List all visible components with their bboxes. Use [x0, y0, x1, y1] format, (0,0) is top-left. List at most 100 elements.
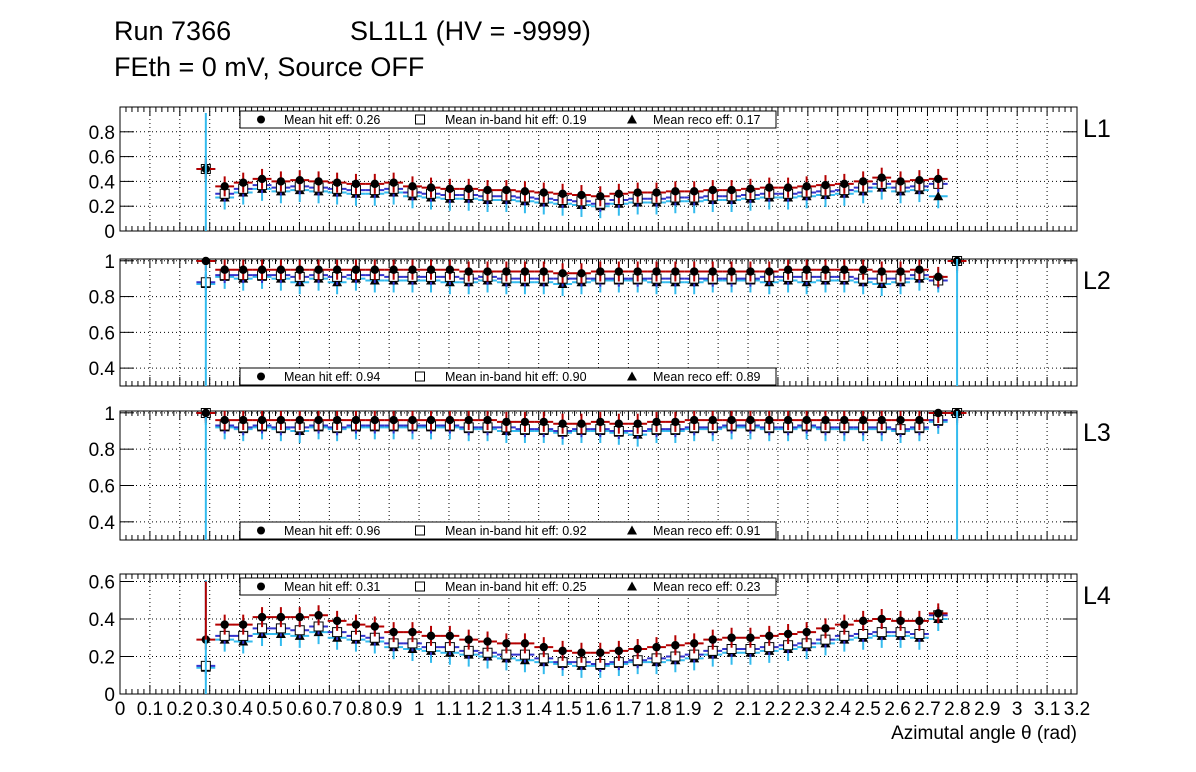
data-point-hit	[426, 631, 436, 641]
data-point-hit	[257, 174, 267, 184]
data-point-hit	[596, 648, 605, 657]
data-point-hit	[314, 177, 323, 186]
data-point-hit	[220, 265, 229, 274]
data-point-hit	[483, 415, 492, 425]
data-point-hit	[877, 267, 886, 276]
data-point-hit	[652, 642, 661, 652]
legend-entry: Mean hit eff: 0.26	[284, 113, 380, 127]
y-tick-label: 0.2	[89, 648, 115, 669]
series-hit	[196, 408, 967, 434]
data-point-hit	[896, 616, 905, 626]
data-point-hit	[257, 265, 267, 274]
data-point-hit	[220, 620, 229, 629]
y-tick-label: 0.6	[89, 323, 115, 344]
x-tick-label: 3.2	[1064, 699, 1090, 720]
data-point-hit	[332, 616, 342, 626]
data-point-hit	[765, 415, 774, 425]
x-axis-label: Azimutal angle θ (rad)	[891, 723, 1077, 744]
data-point-hit	[577, 269, 586, 278]
data-point-hit	[877, 614, 886, 624]
data-point-hit	[727, 185, 736, 195]
legend-entry: Mean reco eff: 0.91	[653, 524, 761, 538]
data-point-hit	[858, 616, 868, 626]
data-point-hit	[934, 272, 943, 282]
legend-entry: Mean hit eff: 0.94	[284, 370, 380, 384]
conditions-label: FEth = 0 mV, Source OFF	[114, 52, 425, 82]
data-point-hit	[332, 415, 342, 425]
data-point-hit	[464, 635, 473, 644]
data-point-hit	[370, 622, 380, 631]
x-tick-label: 0.7	[316, 699, 342, 720]
data-point-hit	[746, 633, 755, 642]
legend-entry: Mean reco eff: 0.17	[653, 113, 761, 127]
data-point-hit	[539, 642, 548, 652]
data-point-hit	[332, 265, 342, 274]
legend-box	[239, 110, 777, 129]
x-tick-label: 2.1	[735, 699, 761, 720]
data-point-hit	[746, 184, 755, 194]
y-tick-label: 1	[104, 404, 115, 425]
panel-label: L1	[1083, 115, 1111, 143]
x-tick-label: 1.8	[645, 699, 671, 720]
legend-entry: Mean in-band hit eff: 0.19	[445, 113, 587, 127]
data-point-hit	[765, 631, 774, 641]
data-point-hit	[934, 609, 943, 618]
series-hit	[196, 159, 948, 207]
data-point-hit	[896, 267, 905, 276]
data-point-hit	[314, 265, 323, 274]
data-point-hit	[351, 265, 361, 274]
data-point-hit	[708, 185, 717, 195]
data-point-hit	[351, 179, 361, 189]
data-point-hit	[295, 612, 304, 622]
data-point-hit	[370, 179, 380, 189]
data-point-hit	[652, 417, 661, 427]
data-point-hit	[558, 419, 567, 428]
data-point-hit	[652, 188, 661, 197]
data-point-hit	[370, 265, 380, 274]
data-point-hit	[858, 177, 868, 186]
x-tick-label: 2.5	[854, 699, 880, 720]
data-point-hit	[708, 635, 717, 644]
x-tick-label: 3	[1012, 699, 1023, 720]
data-point-hit	[239, 415, 248, 425]
x-tick-label: 2.2	[765, 699, 791, 720]
y-tick-label: 0.4	[89, 610, 116, 631]
data-point-hit	[295, 265, 304, 274]
y-tick-label: 0	[104, 222, 115, 243]
data-point-hit	[558, 646, 567, 656]
data-point-hit	[426, 265, 436, 274]
legend-marker-reco	[627, 371, 637, 381]
data-point-hit	[746, 415, 755, 425]
data-point-hit	[276, 265, 286, 274]
data-point-hit	[370, 415, 380, 425]
legend-marker-reco	[627, 525, 637, 535]
data-point-hit	[577, 648, 586, 657]
data-point-hit	[520, 267, 530, 276]
data-point-hit	[614, 189, 624, 198]
panel-l4: 0 0.2 0.4 0.6 L4 Mean hit eff: 0.31 Mean in-ba…	[89, 573, 1111, 707]
legend-entry: Mean reco eff: 0.89	[653, 370, 761, 384]
data-point-hit	[915, 265, 924, 274]
data-point-hit	[464, 415, 473, 425]
data-point-hit	[934, 408, 943, 418]
y-tick-label: 0.6	[89, 573, 115, 594]
data-point-hit	[351, 415, 361, 425]
data-point-hit	[276, 415, 286, 425]
data-point-hit	[858, 415, 868, 425]
x-tick-label: 2.3	[795, 699, 821, 720]
data-point-hit	[314, 611, 323, 620]
data-point-hit	[502, 267, 511, 276]
x-tick-label: 0	[115, 699, 126, 720]
x-tick-label: 1	[414, 699, 425, 720]
data-point-hit	[821, 265, 830, 274]
panel-label: L2	[1083, 267, 1111, 295]
data-point-hit	[915, 415, 924, 425]
data-point-hit	[840, 179, 849, 189]
y-tick-label: 1	[104, 252, 115, 273]
x-tick-label: 0.5	[256, 699, 282, 720]
data-point-hit	[220, 182, 229, 191]
data-point-hit	[445, 415, 455, 425]
data-point-hit	[614, 646, 624, 656]
panel-l1: 0 0.2 0.4 0.6 0.8 L1 Mean hit eff: 0.26 Mean in…	[89, 106, 1111, 243]
data-point-hit	[727, 633, 736, 642]
